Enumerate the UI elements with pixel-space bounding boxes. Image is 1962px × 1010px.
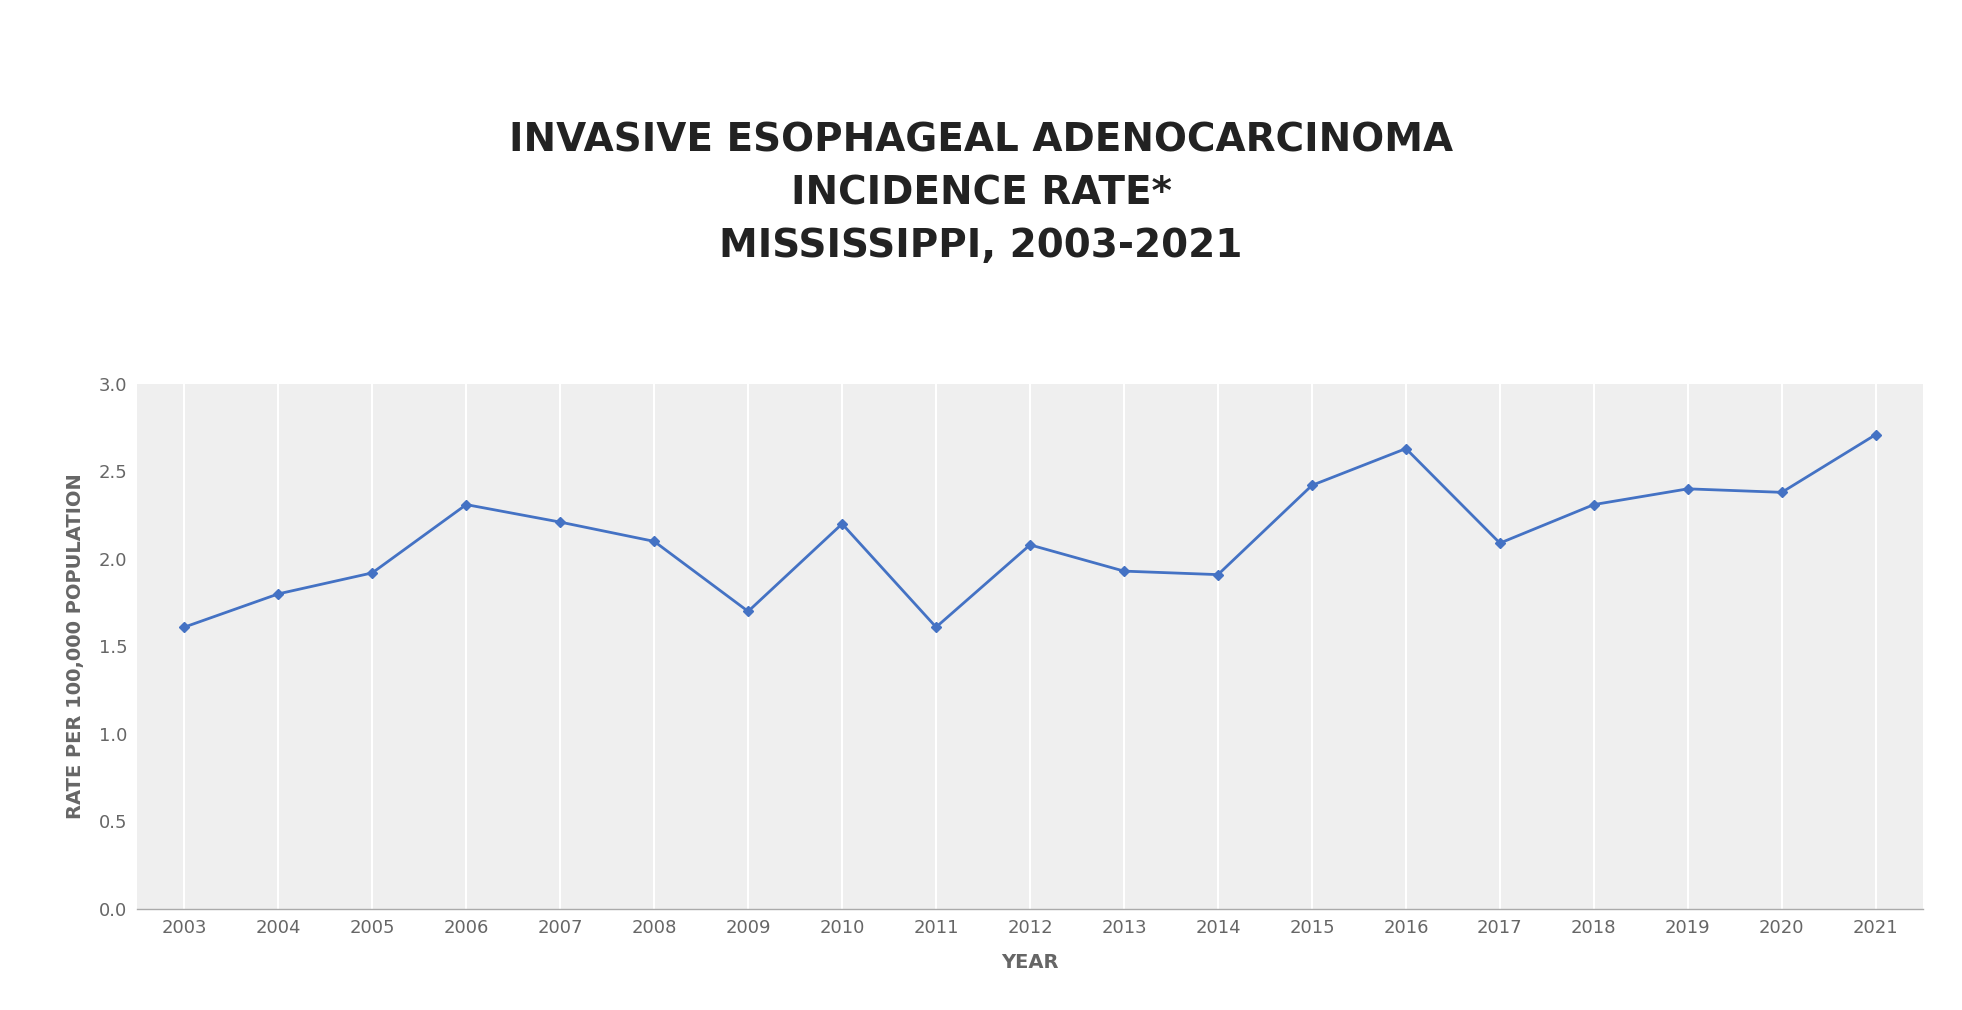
Text: INVASIVE ESOPHAGEAL ADENOCARCINOMA
INCIDENCE RATE*
MISSISSIPPI, 2003-2021: INVASIVE ESOPHAGEAL ADENOCARCINOMA INCID…: [508, 121, 1454, 266]
Y-axis label: RATE PER 100,000 POPULATION: RATE PER 100,000 POPULATION: [67, 474, 84, 819]
X-axis label: YEAR: YEAR: [1001, 953, 1059, 973]
